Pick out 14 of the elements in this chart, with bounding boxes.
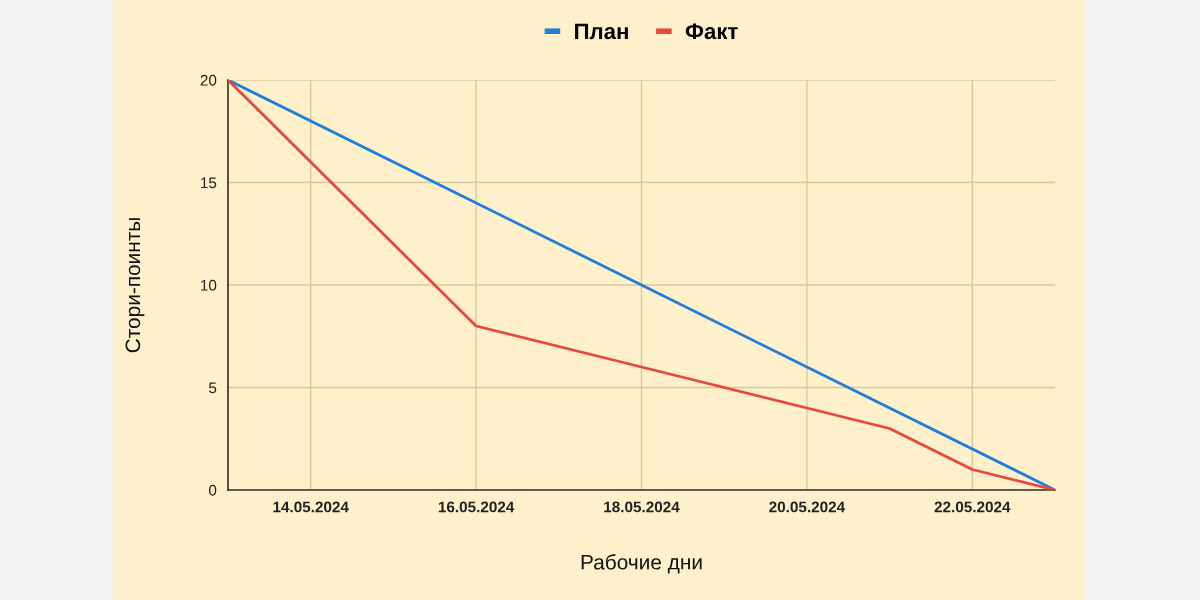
y-axis-title: Стори-поинты bbox=[125, 218, 145, 353]
y-tick-label: 5 bbox=[209, 382, 217, 394]
y-tick-label: 20 bbox=[200, 74, 217, 86]
y-tick-label: 15 bbox=[201, 177, 217, 189]
y-tick-label: 0 bbox=[208, 484, 217, 496]
x-tick-label: 14.05.2024 bbox=[273, 501, 349, 513]
legend-label: План bbox=[575, 23, 628, 40]
legend-label: Факт bbox=[685, 23, 738, 40]
x-tick-label: 22.05.2024 bbox=[934, 501, 1011, 513]
x-tick-label: 20.05.2024 bbox=[769, 501, 846, 513]
y-tick-label: 10 bbox=[201, 279, 217, 291]
x-tick-label: 16.05.2024 bbox=[438, 501, 515, 513]
x-tick-label: 18.05.2024 bbox=[604, 501, 680, 513]
x-axis-title: Рабочие дни bbox=[581, 554, 702, 574]
